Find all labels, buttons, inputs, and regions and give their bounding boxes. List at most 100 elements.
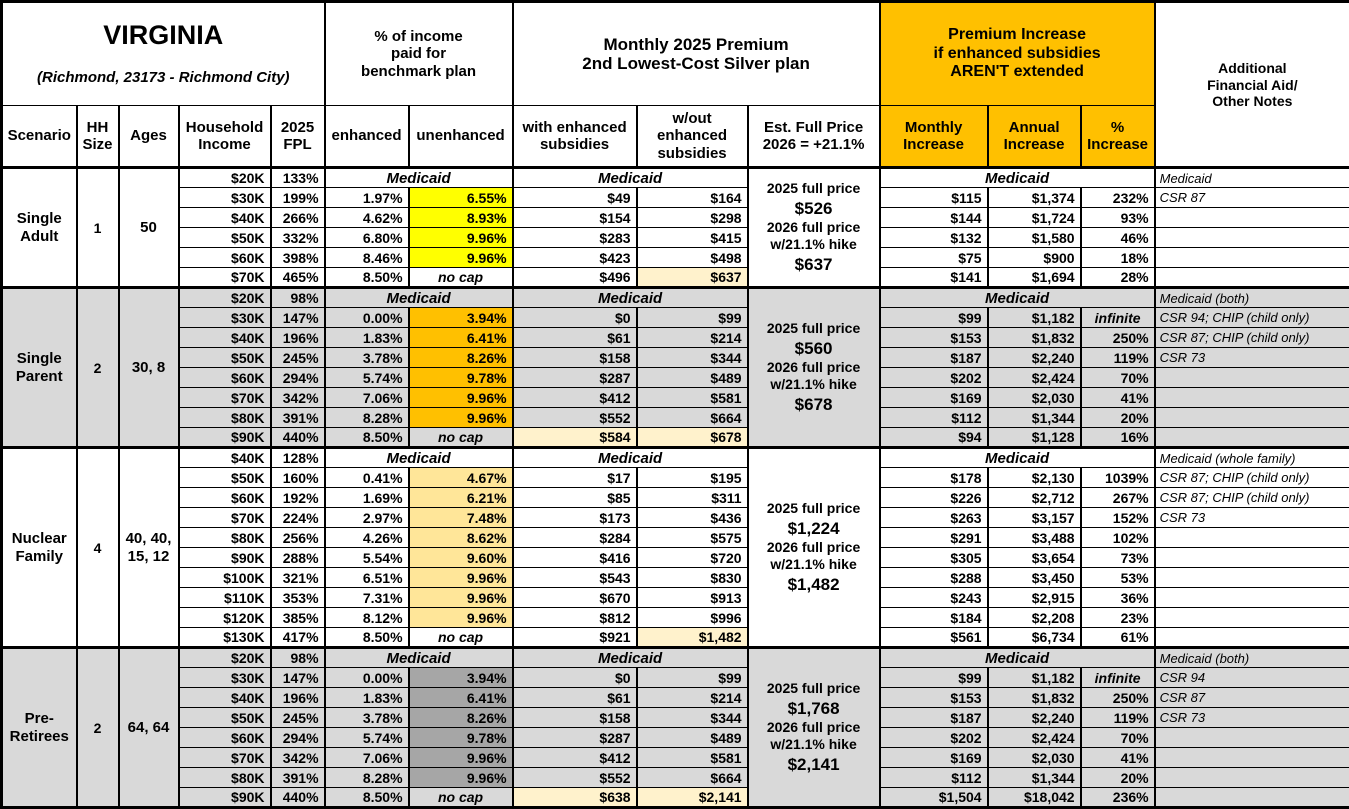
cell-income: $60K [179, 248, 271, 268]
cell-premium-with-subsidies: $158 [513, 708, 637, 728]
cell-enhanced-pct: 5.74% [325, 728, 409, 748]
cell-premium-without-subsidies: $1,482 [637, 628, 748, 648]
cell-monthly-increase: $94 [880, 428, 988, 448]
cell-monthly-increase: $187 [880, 348, 988, 368]
cell-pct-increase: 119% [1081, 708, 1155, 728]
cell-medicaid-increase: Medicaid [880, 448, 1155, 468]
cell-unenhanced-no-cap: no cap [409, 268, 513, 288]
column-header-notes: Additional Financial Aid/ Other Notes [1155, 2, 1349, 168]
full-price-value: $678 [749, 394, 879, 415]
cell-notes: CSR 87 [1155, 688, 1349, 708]
cell-notes [1155, 268, 1349, 288]
cell-unenhanced-pct: 8.26% [409, 708, 513, 728]
column-header-monthly-increase: Monthly Increase [880, 106, 988, 168]
cell-enhanced-pct: 5.74% [325, 368, 409, 388]
cell-notes: CSR 94 [1155, 668, 1349, 688]
cell-pct-increase: 53% [1081, 568, 1155, 588]
cell-fpl: 147% [271, 668, 325, 688]
cell-unenhanced-pct: 6.41% [409, 688, 513, 708]
cell-fpl: 398% [271, 248, 325, 268]
cell-fpl: 192% [271, 488, 325, 508]
cell-income: $80K [179, 408, 271, 428]
cell-notes: Medicaid (both) [1155, 288, 1349, 308]
cell-premium-with-subsidies: $17 [513, 468, 637, 488]
cell-fpl: 160% [271, 468, 325, 488]
cell-enhanced-pct: 8.50% [325, 628, 409, 648]
column-header-fpl: 2025 FPL [271, 106, 325, 168]
cell-unenhanced-pct: 3.94% [409, 668, 513, 688]
cell-pct-increase: 152% [1081, 508, 1155, 528]
scenario-name: Single Parent [2, 288, 77, 448]
full-price-label: 2025 full price [749, 180, 879, 198]
cell-pct-increase: 46% [1081, 228, 1155, 248]
hh-size: 2 [77, 288, 119, 448]
cell-annual-increase: $2,915 [988, 588, 1081, 608]
cell-fpl: 353% [271, 588, 325, 608]
cell-premium-without-subsidies: $664 [637, 408, 748, 428]
full-price-label: w/21.1% hike [749, 556, 879, 574]
cell-fpl: 147% [271, 308, 325, 328]
column-header-pct-increase: % Increase [1081, 106, 1155, 168]
cell-notes [1155, 728, 1349, 748]
cell-enhanced-pct: 7.06% [325, 388, 409, 408]
cell-pct-increase: 70% [1081, 368, 1155, 388]
cell-monthly-increase: $99 [880, 668, 988, 688]
cell-income: $40K [179, 328, 271, 348]
full-price-value: $637 [749, 254, 879, 275]
hh-size: 1 [77, 168, 119, 288]
cell-notes: CSR 87; CHIP (child only) [1155, 488, 1349, 508]
full-price-label: 2026 full price [749, 359, 879, 377]
ages: 30, 8 [119, 288, 179, 448]
cell-annual-increase: $2,240 [988, 348, 1081, 368]
cell-unenhanced-pct: 9.78% [409, 728, 513, 748]
cell-annual-increase: $2,130 [988, 468, 1081, 488]
cell-monthly-increase: $153 [880, 328, 988, 348]
cell-annual-increase: $3,450 [988, 568, 1081, 588]
cell-medicaid-increase: Medicaid [880, 168, 1155, 188]
cell-notes: CSR 87 [1155, 188, 1349, 208]
cell-unenhanced-no-cap: no cap [409, 628, 513, 648]
cell-premium-without-subsidies: $344 [637, 708, 748, 728]
cell-premium-without-subsidies: $678 [637, 428, 748, 448]
cell-premium-with-subsidies: $173 [513, 508, 637, 528]
cell-income: $50K [179, 468, 271, 488]
cell-notes: CSR 73 [1155, 348, 1349, 368]
table-title-block: VIRGINIA (Richmond, 23173 - Richmond Cit… [2, 2, 325, 106]
cell-enhanced-pct: 0.00% [325, 668, 409, 688]
cell-income: $90K [179, 548, 271, 568]
cell-pct-increase: 102% [1081, 528, 1155, 548]
cell-premium-with-subsidies: $543 [513, 568, 637, 588]
cell-monthly-increase: $202 [880, 728, 988, 748]
cell-income: $70K [179, 748, 271, 768]
cell-annual-increase: $1,182 [988, 668, 1081, 688]
cell-income: $50K [179, 708, 271, 728]
cell-premium-without-subsidies: $830 [637, 568, 748, 588]
cell-enhanced-pct: 8.50% [325, 788, 409, 808]
cell-pct-increase: 41% [1081, 748, 1155, 768]
location-subtitle: (Richmond, 23173 - Richmond City) [3, 69, 324, 86]
cell-annual-increase: $1,832 [988, 328, 1081, 348]
cell-annual-increase: $2,424 [988, 728, 1081, 748]
cell-premium-without-subsidies: $99 [637, 308, 748, 328]
cell-monthly-increase: $169 [880, 748, 988, 768]
cell-premium-without-subsidies: $720 [637, 548, 748, 568]
cell-notes [1155, 768, 1349, 788]
cell-premium-with-subsidies: $921 [513, 628, 637, 648]
cell-unenhanced-pct: 8.93% [409, 208, 513, 228]
cell-premium-with-subsidies: $496 [513, 268, 637, 288]
cell-medicaid-pct-income: Medicaid [325, 648, 513, 668]
cell-premium-with-subsidies: $85 [513, 488, 637, 508]
cell-unenhanced-pct: 7.48% [409, 508, 513, 528]
cell-premium-without-subsidies: $214 [637, 688, 748, 708]
cell-annual-increase: $2,208 [988, 608, 1081, 628]
cell-premium-without-subsidies: $996 [637, 608, 748, 628]
cell-fpl: 266% [271, 208, 325, 228]
